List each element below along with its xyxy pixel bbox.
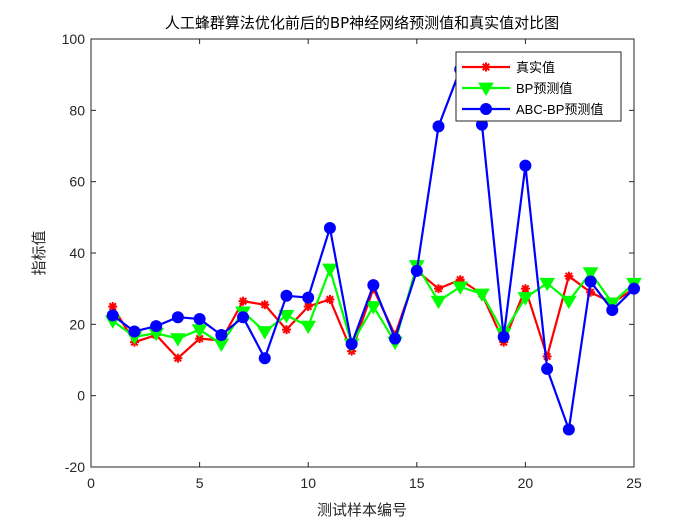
data-point (560, 295, 577, 310)
chart-title: 人工蜂群算法优化前后的BP神经网络预测值和真实值对比图 (165, 14, 559, 32)
data-point (170, 333, 186, 347)
y-tick-label: -20 (65, 459, 85, 475)
legend-item: ABC-BP预测值 (462, 102, 603, 117)
legend-item: BP预测值 (462, 81, 572, 96)
data-point (389, 332, 402, 345)
x-tick-label: 15 (409, 475, 425, 491)
data-point (322, 263, 338, 278)
data-point (173, 353, 183, 363)
data-point (410, 264, 423, 277)
y-tick-label: 0 (77, 388, 85, 404)
data-point (606, 304, 619, 317)
legend-label: 真实值 (516, 60, 555, 75)
data-point (345, 337, 358, 350)
y-tick-label: 100 (62, 31, 86, 47)
y-tick-label: 60 (69, 174, 85, 190)
x-axis-label: 测试样本编号 (317, 501, 407, 519)
data-point (325, 294, 335, 304)
data-point (256, 326, 273, 340)
data-point (171, 311, 184, 324)
data-point (365, 301, 382, 315)
data-point (478, 82, 494, 96)
data-point (517, 292, 534, 306)
data-point (280, 289, 293, 302)
data-point (367, 279, 380, 292)
data-point (520, 284, 530, 294)
data-point (519, 159, 532, 172)
data-point (582, 267, 599, 281)
data-point (106, 309, 119, 322)
data-point (302, 291, 315, 304)
data-point (300, 320, 317, 335)
series-2 (106, 63, 640, 436)
data-point (628, 282, 640, 295)
legend-label: BP预测值 (516, 81, 572, 96)
data-point (430, 295, 447, 310)
legend-item: 真实值 (462, 60, 555, 75)
data-point (481, 62, 491, 72)
data-point (128, 325, 141, 338)
data-point (452, 281, 469, 295)
data-point (258, 352, 271, 365)
x-tick-label: 20 (518, 475, 534, 491)
x-tick-label: 0 (87, 475, 95, 491)
data-point (539, 277, 555, 292)
data-point (323, 222, 336, 235)
data-point (238, 296, 248, 306)
data-point (150, 320, 163, 333)
data-point (480, 103, 492, 115)
data-point (541, 362, 554, 375)
data-point (432, 120, 445, 133)
data-point (474, 288, 490, 303)
y-axis-label: 指标值 (30, 230, 48, 275)
legend: 真实值 BP预测值 ABC-BP预测值 (455, 51, 622, 122)
data-point (260, 300, 270, 310)
data-point (497, 330, 510, 343)
series-layer (104, 63, 642, 436)
y-tick-label: 40 (69, 245, 85, 261)
x-tick-label: 5 (196, 475, 204, 491)
data-point (564, 271, 574, 281)
data-point (434, 284, 444, 294)
data-point (584, 275, 597, 288)
y-tick-label: 20 (69, 316, 85, 332)
x-tick-label: 10 (300, 475, 316, 491)
data-point (237, 311, 250, 324)
data-point (278, 310, 295, 324)
data-point (215, 329, 228, 342)
data-point (193, 312, 206, 325)
y-tick-label: 80 (69, 102, 85, 118)
x-tick-label: 25 (626, 475, 642, 491)
data-point (562, 423, 575, 436)
legend-label: ABC-BP预测值 (516, 102, 603, 117)
data-point (281, 325, 291, 335)
data-point (108, 302, 118, 311)
